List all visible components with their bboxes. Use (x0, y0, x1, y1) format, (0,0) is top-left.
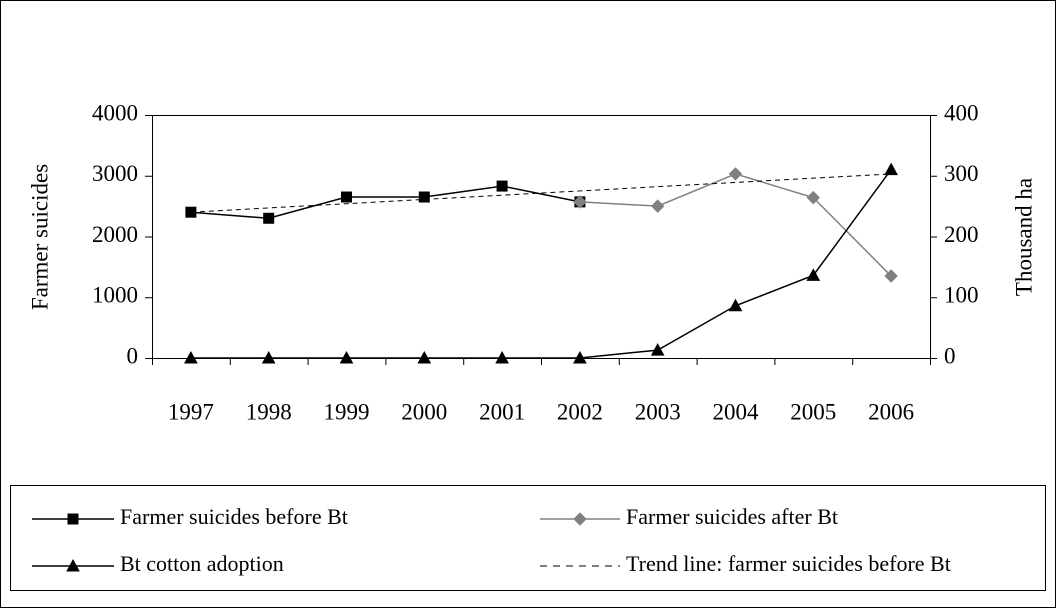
point (884, 162, 898, 176)
point (495, 350, 509, 364)
point (573, 195, 587, 209)
point (573, 350, 587, 364)
y-tick-label: 0 (127, 343, 139, 368)
point (496, 180, 508, 192)
point (806, 268, 821, 281)
x-tick-label: 2006 (868, 399, 914, 424)
y-tick-label: 1000 (92, 283, 138, 308)
legend-marker (66, 558, 80, 572)
x-tick-label: 2000 (401, 399, 447, 424)
x-tick-label: 2004 (713, 399, 760, 424)
point (728, 298, 743, 312)
y2-tick-label: 400 (944, 100, 979, 125)
legend-marker (67, 513, 79, 525)
series-line (190, 169, 892, 359)
y2-axis-label: Thousand ha (1011, 178, 1036, 296)
x-tick-label: 2003 (635, 399, 681, 424)
legend-label: Bt cotton adoption (120, 551, 284, 576)
legend-box (10, 485, 1046, 591)
point (650, 343, 665, 356)
y-tick-label: 3000 (92, 161, 138, 186)
x-tick-label: 1997 (168, 399, 214, 424)
y-tick-label: 2000 (92, 222, 138, 247)
y2-tick-label: 0 (944, 343, 956, 368)
legend: Farmer suicides before Bt Farmer suicides… (32, 504, 951, 576)
point (418, 191, 430, 203)
y2-tick-label: 100 (944, 283, 979, 308)
point (884, 269, 898, 283)
point (263, 212, 275, 224)
point (341, 191, 352, 203)
x-tick-label: 1999 (324, 399, 370, 424)
legend-label: Farmer suicides after Bt (626, 504, 838, 529)
x-tick-label: 2002 (557, 399, 603, 424)
legend-label: Farmer suicides before Bt (120, 504, 348, 529)
point (650, 199, 665, 213)
x-tick-label: 1998 (246, 399, 292, 424)
legend-marker (573, 512, 587, 526)
point (728, 167, 743, 181)
point (417, 350, 432, 364)
point (184, 350, 198, 364)
y-axis-label: Farmer suicides (27, 164, 52, 310)
point (339, 350, 354, 364)
y-tick-label: 4000 (92, 100, 138, 125)
point (261, 350, 276, 364)
x-tick-label: 2001 (479, 399, 525, 424)
series-line (190, 185, 581, 220)
y2-tick-label: 300 (944, 161, 979, 186)
y2-tick-label: 200 (944, 222, 979, 247)
point (806, 190, 821, 205)
legend-label: Trend line: farmer suicides before Bt (626, 551, 951, 576)
x-tick-label: 2005 (790, 399, 836, 424)
